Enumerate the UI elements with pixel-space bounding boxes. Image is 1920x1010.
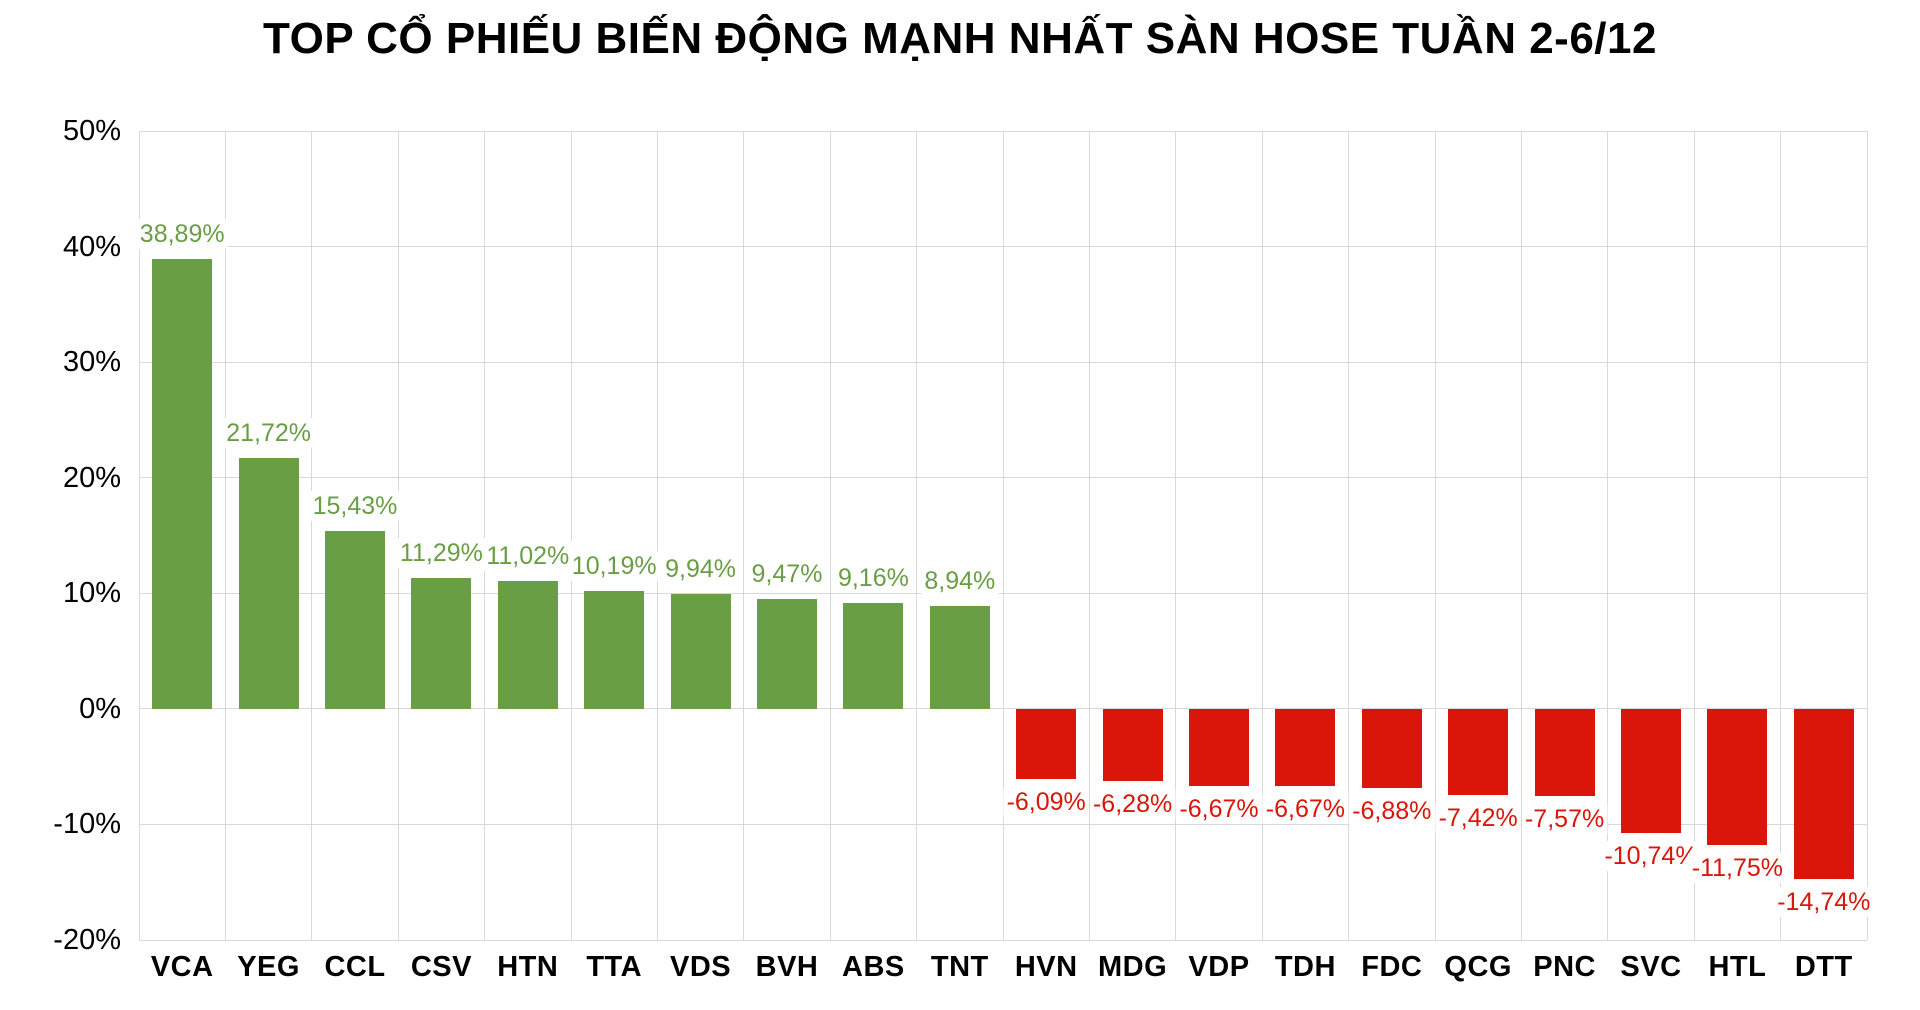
gridline-vertical — [1348, 131, 1350, 940]
bar-YEG — [238, 457, 299, 709]
gridline-vertical — [138, 131, 140, 940]
bar-value-label: 9,47% — [748, 559, 826, 590]
x-axis-tick-label: TDH — [1274, 951, 1336, 983]
gridline-vertical — [570, 131, 572, 940]
gridline-horizontal — [139, 939, 1867, 941]
bar-value-label: 9,16% — [834, 562, 912, 593]
bar-value-label: 15,43% — [309, 490, 401, 521]
gridline-vertical — [1866, 131, 1868, 940]
bar-HTL — [1707, 708, 1768, 845]
bar-value-label: -7,42% — [1435, 802, 1521, 833]
gridline-vertical — [1693, 131, 1695, 940]
bar-SVC — [1621, 708, 1681, 833]
x-axis-tick-label: CSV — [410, 951, 472, 983]
bar-VDS — [670, 593, 731, 709]
gridline-vertical — [1002, 131, 1004, 940]
x-axis-tick-label: MDG — [1098, 951, 1168, 983]
bar-value-label: -11,75% — [1688, 852, 1787, 883]
y-axis-tick-label: -20% — [53, 924, 121, 956]
bar-value-label: 11,02% — [483, 541, 573, 572]
x-axis-tick-label: HTN — [497, 951, 559, 983]
gridline-vertical — [397, 131, 399, 940]
bar-value-label: 9,94% — [662, 553, 740, 584]
x-axis-tick-label: CCL — [324, 951, 386, 983]
y-axis-tick-label: 50% — [62, 115, 121, 147]
bar-value-label: -6,28% — [1089, 789, 1176, 820]
gridline-vertical — [1175, 131, 1177, 940]
gridline-vertical — [1780, 131, 1782, 940]
bar-MDG — [1102, 708, 1163, 782]
bar-DTT — [1793, 708, 1854, 880]
gridline-vertical — [743, 131, 745, 940]
x-axis-tick-label: DTT — [1794, 951, 1853, 983]
x-axis-tick-label: TTA — [586, 951, 643, 983]
bar-value-label: 38,89% — [136, 219, 228, 250]
bar-HTN — [497, 581, 558, 709]
gridline-vertical — [484, 131, 486, 940]
gridline-vertical — [311, 131, 313, 940]
x-axis-tick-label: ABS — [842, 951, 905, 983]
bar-value-label: 11,29% — [396, 538, 486, 569]
x-axis-tick-label: FDC — [1361, 951, 1423, 983]
bar-value-label: -6,09% — [1003, 787, 1089, 818]
bar-CSV — [411, 578, 472, 709]
x-axis-tick-label: PNC — [1533, 951, 1596, 983]
x-axis-tick-label: YEG — [237, 951, 300, 983]
gridline-vertical — [1434, 131, 1436, 940]
x-axis-tick-label: SVC — [1620, 951, 1682, 983]
x-axis-tick-label: VCA — [150, 951, 214, 983]
gridline-vertical — [1088, 131, 1090, 940]
bar-ABS — [843, 602, 904, 709]
bar-value-label: -6,88% — [1349, 796, 1435, 827]
bar-FDC — [1361, 708, 1422, 789]
bar-TNT — [929, 605, 990, 709]
bar-TTA — [584, 591, 645, 709]
bar-BVH — [757, 599, 817, 709]
bar-value-label: -7,57% — [1521, 804, 1608, 835]
bar-value-label: 10,19% — [568, 551, 660, 582]
y-axis-tick-label: 30% — [62, 346, 121, 379]
bar-VCA — [152, 259, 213, 709]
bar-TDH — [1275, 708, 1336, 786]
y-axis-tick-label: 0% — [79, 692, 121, 725]
x-axis-tick-label: QCG — [1444, 951, 1512, 983]
bar-value-label: 21,72% — [223, 417, 314, 448]
x-axis-tick-label: VDP — [1188, 951, 1250, 983]
bar-value-label: 8,94% — [921, 565, 999, 596]
gridline-vertical — [829, 131, 831, 940]
gridline-vertical — [1607, 131, 1609, 940]
gridline-vertical — [916, 131, 918, 940]
x-axis-tick-label: BVH — [755, 951, 819, 983]
bar-value-label: -6,67% — [1176, 793, 1262, 824]
y-axis-tick-label: 20% — [62, 461, 121, 494]
x-axis-tick-label: HTL — [1708, 951, 1767, 983]
bar-value-label: -6,67% — [1262, 793, 1348, 824]
gridline-vertical — [224, 131, 226, 940]
x-axis-tick-label: TNT — [930, 951, 989, 983]
bar-HVN — [1016, 708, 1077, 780]
bar-value-label: -10,74% — [1601, 840, 1701, 871]
bar-value-label: -14,74% — [1774, 887, 1874, 918]
bar-VDP — [1189, 708, 1249, 786]
bar-QCG — [1448, 708, 1509, 795]
bar-CCL — [325, 530, 385, 709]
gridline-vertical — [1520, 131, 1522, 940]
x-axis-tick-label: HVN — [1014, 951, 1078, 983]
x-axis-tick-label: VDS — [670, 951, 732, 983]
gridline-vertical — [656, 131, 658, 940]
gridline-vertical — [1261, 131, 1263, 940]
y-axis-tick-label: 10% — [62, 577, 121, 610]
chart-title: TOP CỔ PHIẾU BIẾN ĐỘNG MẠNH NHẤT SÀN HOS… — [263, 14, 1657, 63]
bar-PNC — [1534, 708, 1595, 797]
y-axis-tick-label: -10% — [53, 808, 121, 841]
y-axis-tick-label: 40% — [62, 230, 121, 263]
